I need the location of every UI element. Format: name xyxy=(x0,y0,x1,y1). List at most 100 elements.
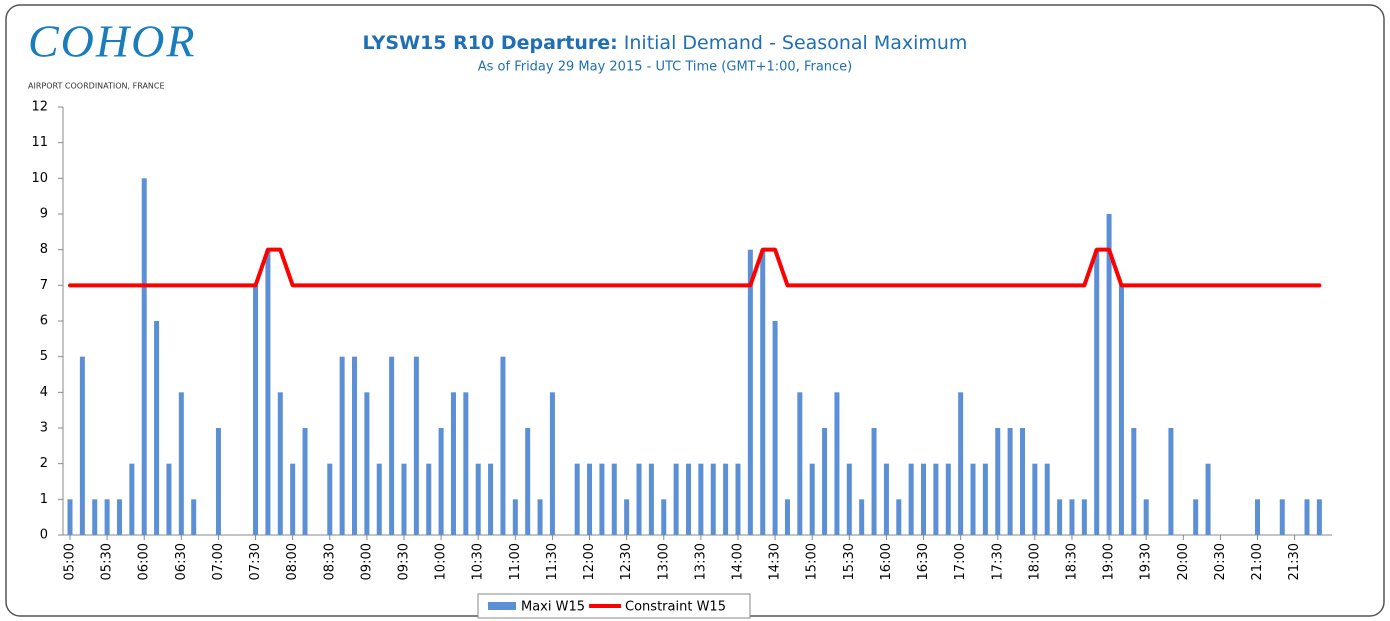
bar xyxy=(1069,499,1075,535)
legend-label: Constraint W15 xyxy=(625,600,726,615)
logo-tagline: AIRPORT COORDINATION, FRANCE xyxy=(28,82,165,91)
bar xyxy=(859,499,865,535)
bar xyxy=(921,463,927,535)
y-tick-label: 6 xyxy=(40,314,48,329)
bar xyxy=(1019,428,1025,535)
bar xyxy=(327,463,333,535)
bar xyxy=(636,463,642,535)
bar xyxy=(1106,214,1112,535)
bar xyxy=(710,463,716,535)
legend-label: Maxi W15 xyxy=(521,600,585,615)
x-tick-label: 12:30 xyxy=(619,543,634,580)
bar xyxy=(772,321,778,535)
bar xyxy=(896,499,902,535)
bar xyxy=(784,499,790,535)
bar xyxy=(970,463,976,535)
x-tick-label: 15:30 xyxy=(842,543,857,580)
bar xyxy=(982,463,988,535)
bar xyxy=(945,463,951,535)
y-tick-label: 10 xyxy=(31,171,48,186)
bar xyxy=(265,249,271,535)
bar xyxy=(611,463,617,535)
bar xyxy=(723,463,729,535)
bar xyxy=(376,463,382,535)
bar xyxy=(549,392,555,535)
y-tick-label: 8 xyxy=(40,242,48,257)
bar xyxy=(191,499,197,535)
x-tick-label: 13:00 xyxy=(656,543,671,580)
bar xyxy=(290,463,296,535)
bar xyxy=(364,392,370,535)
bar xyxy=(1044,463,1050,535)
x-tick-label: 20:30 xyxy=(1213,543,1228,580)
x-tick-label: 08:00 xyxy=(285,543,300,580)
bar xyxy=(735,463,741,535)
bar xyxy=(1032,463,1038,535)
bar xyxy=(537,499,543,535)
bar xyxy=(1279,499,1285,535)
chart-title: LYSW15 R10 Departure: Initial Demand - S… xyxy=(363,32,968,54)
bar xyxy=(1255,499,1261,535)
bar xyxy=(129,463,135,535)
legend-swatch xyxy=(488,602,516,610)
bar xyxy=(822,428,828,535)
bar xyxy=(413,356,419,535)
bar xyxy=(1057,499,1063,535)
title-bold: LYSW15 R10 Departure: xyxy=(363,32,618,54)
bar xyxy=(698,463,704,535)
bar xyxy=(834,392,840,535)
bar xyxy=(302,428,308,535)
bar xyxy=(450,392,456,535)
bar xyxy=(488,463,494,535)
bar xyxy=(67,499,73,535)
y-tick-label: 3 xyxy=(40,421,48,436)
bar xyxy=(1131,428,1137,535)
bar xyxy=(1193,499,1199,535)
x-tick-label: 15:00 xyxy=(805,543,820,580)
x-tick-label: 10:00 xyxy=(434,543,449,580)
y-tick-label: 4 xyxy=(40,385,48,400)
x-tick-label: 18:30 xyxy=(1064,543,1079,580)
bar xyxy=(747,249,753,535)
bar xyxy=(1007,428,1013,535)
bar xyxy=(797,392,803,535)
x-tick-label: 16:30 xyxy=(916,543,931,580)
bar xyxy=(253,285,259,535)
bar xyxy=(624,499,630,535)
x-tick-label: 19:30 xyxy=(1139,543,1154,580)
y-tick-label: 11 xyxy=(31,135,48,150)
x-tick-label: 21:30 xyxy=(1287,543,1302,580)
frame xyxy=(5,4,1385,617)
y-tick-label: 2 xyxy=(40,456,48,471)
bar xyxy=(673,463,679,535)
x-tick-label: 17:30 xyxy=(990,543,1005,580)
y-tick-label: 1 xyxy=(40,492,48,507)
x-tick-label: 16:00 xyxy=(879,543,894,580)
x-tick-label: 14:00 xyxy=(730,543,745,580)
x-tick-label: 10:30 xyxy=(471,543,486,580)
bar xyxy=(1168,428,1174,535)
x-tick-label: 20:00 xyxy=(1176,543,1191,580)
bar xyxy=(686,463,691,535)
bar xyxy=(809,463,815,535)
x-tick-label: 11:00 xyxy=(508,543,523,580)
bar xyxy=(871,428,877,535)
bar xyxy=(104,499,110,535)
x-tick-label: 05:30 xyxy=(100,543,115,580)
bar xyxy=(995,428,1001,535)
bar xyxy=(339,356,345,535)
bar xyxy=(648,463,654,535)
bar xyxy=(525,428,531,535)
y-tick-label: 9 xyxy=(40,207,48,222)
y-tick-label: 7 xyxy=(40,278,48,293)
bar xyxy=(1205,463,1211,535)
bar xyxy=(215,428,221,535)
x-tick-label: 11:30 xyxy=(545,543,560,580)
bar xyxy=(463,392,469,535)
bar xyxy=(908,463,914,535)
y-tick-label: 0 xyxy=(40,528,48,543)
x-tick-label: 07:30 xyxy=(248,543,263,580)
x-tick-label: 08:30 xyxy=(322,543,337,580)
bar xyxy=(599,463,605,535)
